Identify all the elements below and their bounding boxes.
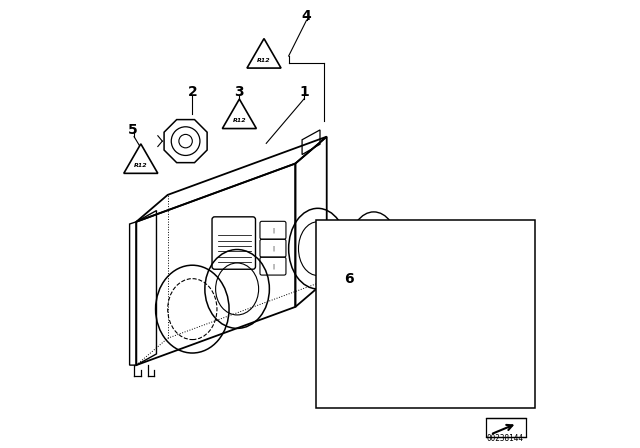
Text: R12: R12 — [232, 118, 246, 124]
Text: R12: R12 — [257, 58, 271, 63]
Text: |: | — [272, 246, 274, 251]
Polygon shape — [124, 144, 158, 173]
Bar — [316, 220, 535, 408]
Text: R12: R12 — [134, 163, 148, 168]
Bar — [486, 418, 526, 437]
Text: 3: 3 — [234, 85, 244, 99]
Polygon shape — [247, 39, 281, 68]
Text: 4: 4 — [301, 9, 312, 23]
Polygon shape — [222, 99, 257, 129]
Text: 6: 6 — [344, 271, 354, 286]
Text: |: | — [272, 263, 274, 269]
Text: 00238144: 00238144 — [486, 434, 524, 443]
Text: 1: 1 — [300, 85, 309, 99]
Text: |: | — [272, 228, 274, 233]
Text: 2: 2 — [188, 85, 197, 99]
Text: 5: 5 — [128, 123, 138, 137]
